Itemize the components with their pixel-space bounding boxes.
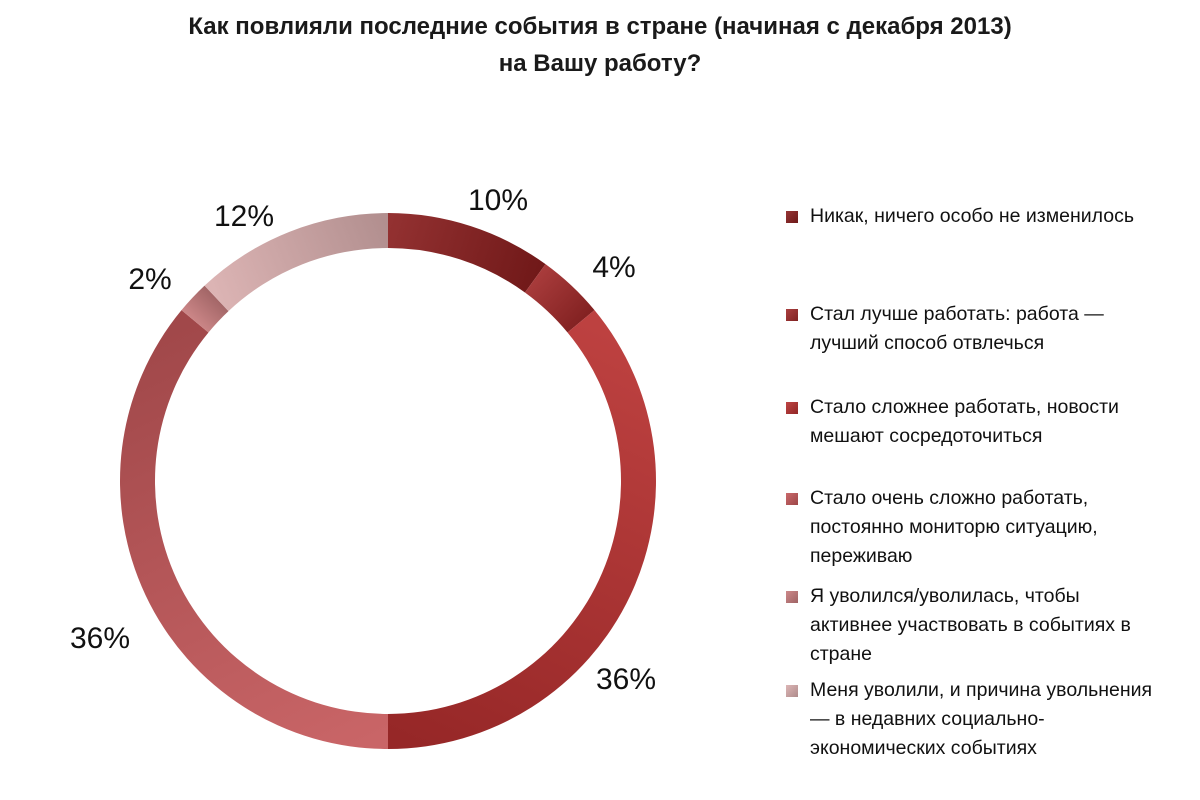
donut-slices <box>120 213 656 749</box>
legend-label-1: Никак, ничего особо не изменилось <box>810 202 1196 231</box>
donut-slice-3 <box>388 310 656 749</box>
legend-label-5: Я уволился/уволилась, чтобы активнее учас… <box>810 582 1196 669</box>
data-label-1: 10% <box>468 184 528 217</box>
legend-label-line: постоянно мониторю ситуацию, <box>810 516 1098 538</box>
legend-label-3: Стало сложнее работать, новости мешают со… <box>810 393 1196 451</box>
legend-label-line: Я уволился/уволилась, чтобы <box>810 585 1080 607</box>
legend-swatch-3 <box>786 402 798 414</box>
donut-data-labels: 10% 4% 36% 36% 2% 12% <box>70 184 656 696</box>
legend-swatch-1 <box>786 211 798 223</box>
donut-slice-1 <box>388 213 546 293</box>
chart-title: Как повлияли последние события в стране … <box>0 8 1200 82</box>
legend-label-4: Стало очень сложно работать, постоянно мо… <box>810 484 1196 571</box>
legend-swatch-2 <box>786 309 798 321</box>
legend-label-line: переживаю <box>810 545 913 567</box>
chart-title-line-1: Как повлияли последние события в стране … <box>188 13 1012 40</box>
legend-label-line: Стало сложнее работать, новости <box>810 396 1119 418</box>
data-label-4: 36% <box>70 622 130 655</box>
data-label-5: 2% <box>128 263 171 296</box>
legend-label-line: Стал лучше работать: работа — <box>810 303 1104 325</box>
legend-label-line: — в недавних социально- <box>810 708 1045 730</box>
legend-swatch-6 <box>786 685 798 697</box>
legend-label-line: Никак, ничего особо не изменилось <box>810 205 1134 227</box>
legend-swatch-4 <box>786 493 798 505</box>
donut-slice-2 <box>524 264 595 333</box>
legend-label-line: лучший способ отвлечься <box>810 332 1045 354</box>
donut-slice-6 <box>204 213 388 312</box>
legend-label-line: Меня уволили, и причина увольнения <box>810 679 1153 701</box>
chart-title-line-2: на Вашу работу? <box>498 50 702 77</box>
data-label-6: 12% <box>214 200 274 233</box>
legend-label-line: экономических событиях <box>810 737 1037 759</box>
legend-swatch-5 <box>786 591 798 603</box>
legend-label-line: стране <box>810 643 872 665</box>
legend-label-2: Стал лучше работать: работа — лучший спос… <box>810 300 1196 358</box>
donut-slice-5 <box>181 285 229 333</box>
legend-label-line: Стало очень сложно работать, <box>810 487 1089 509</box>
data-label-3: 36% <box>596 663 656 696</box>
donut-slice-4 <box>120 310 389 749</box>
legend-label-line: мешают сосредоточиться <box>810 425 1043 447</box>
legend-label-6: Меня уволили, и причина увольнения — в не… <box>810 676 1196 763</box>
legend-label-line: активнее участвовать в событиях в <box>810 614 1131 636</box>
data-label-2: 4% <box>592 251 635 284</box>
